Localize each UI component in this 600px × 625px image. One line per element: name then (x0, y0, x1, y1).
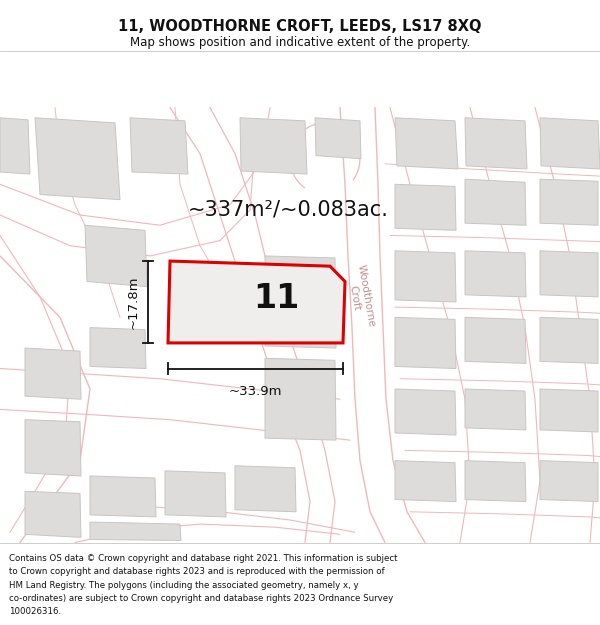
Text: 100026316.: 100026316. (9, 607, 61, 616)
Polygon shape (90, 522, 181, 541)
Text: Woodthorne
Croft: Woodthorne Croft (344, 264, 376, 330)
Polygon shape (90, 476, 156, 517)
Polygon shape (395, 389, 456, 435)
Polygon shape (540, 461, 598, 501)
Polygon shape (35, 118, 120, 199)
Polygon shape (165, 471, 226, 517)
Polygon shape (395, 184, 456, 231)
Polygon shape (465, 251, 526, 297)
Polygon shape (240, 118, 307, 174)
Text: HM Land Registry. The polygons (including the associated geometry, namely x, y: HM Land Registry. The polygons (includin… (9, 581, 359, 589)
Polygon shape (540, 389, 598, 432)
Polygon shape (465, 389, 526, 430)
Text: ~17.8m: ~17.8m (127, 275, 140, 329)
Polygon shape (465, 179, 526, 225)
Polygon shape (465, 118, 527, 169)
Polygon shape (25, 348, 81, 399)
Polygon shape (265, 256, 336, 348)
Polygon shape (395, 318, 456, 369)
Polygon shape (315, 118, 361, 159)
Polygon shape (540, 251, 598, 297)
Polygon shape (0, 118, 30, 174)
Polygon shape (540, 118, 600, 169)
Text: Contains OS data © Crown copyright and database right 2021. This information is : Contains OS data © Crown copyright and d… (9, 554, 398, 563)
Polygon shape (90, 328, 146, 369)
Polygon shape (540, 318, 598, 363)
Text: 11: 11 (253, 282, 299, 316)
Text: ~337m²/~0.083ac.: ~337m²/~0.083ac. (188, 200, 389, 220)
Text: 11, WOODTHORNE CROFT, LEEDS, LS17 8XQ: 11, WOODTHORNE CROFT, LEEDS, LS17 8XQ (118, 19, 482, 34)
Polygon shape (540, 179, 598, 225)
Polygon shape (25, 420, 81, 476)
Polygon shape (395, 118, 458, 169)
Text: co-ordinates) are subject to Crown copyright and database rights 2023 Ordnance S: co-ordinates) are subject to Crown copyr… (9, 594, 393, 602)
Polygon shape (85, 225, 147, 287)
Polygon shape (465, 318, 526, 363)
Polygon shape (168, 261, 345, 343)
Text: to Crown copyright and database rights 2023 and is reproduced with the permissio: to Crown copyright and database rights 2… (9, 568, 385, 576)
Polygon shape (395, 461, 456, 501)
Text: ~33.9m: ~33.9m (229, 385, 282, 398)
Polygon shape (130, 118, 188, 174)
Polygon shape (25, 491, 81, 538)
Text: Map shows position and indicative extent of the property.: Map shows position and indicative extent… (130, 36, 470, 49)
Polygon shape (235, 466, 296, 512)
Polygon shape (265, 358, 336, 440)
Polygon shape (395, 251, 456, 302)
Polygon shape (465, 461, 526, 501)
